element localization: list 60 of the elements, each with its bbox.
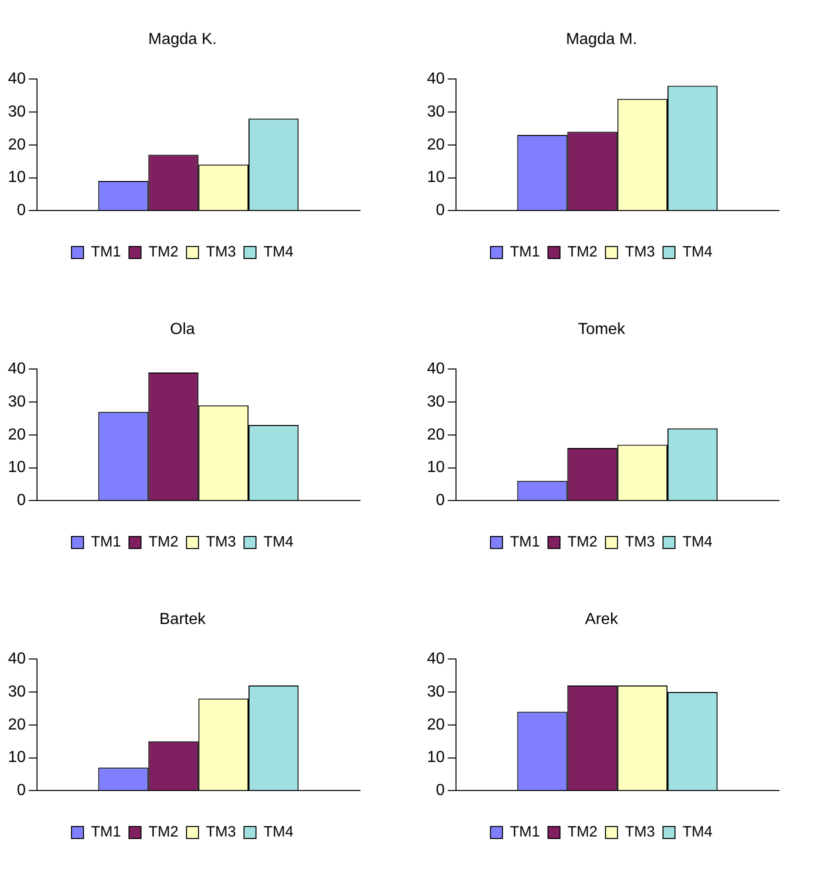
legend-label: TM4 <box>264 824 294 841</box>
y-tick-label: 40 <box>427 650 445 668</box>
y-tick-label: 40 <box>427 360 445 378</box>
chart-title: Tomek <box>578 321 626 338</box>
chart-title: Arek <box>585 611 619 628</box>
legend-label: TM1 <box>510 824 540 841</box>
legend-label: TM1 <box>91 534 121 551</box>
y-tick-label: 10 <box>8 459 26 476</box>
y-tick-label: 40 <box>8 650 26 668</box>
y-tick-label: 10 <box>427 459 445 476</box>
legend-label: TM4 <box>682 244 712 261</box>
legend-label: TM2 <box>148 534 178 551</box>
legend-label: TM2 <box>568 244 598 261</box>
chart-title: Magda M. <box>566 31 638 48</box>
chart-title: Magda K. <box>148 31 217 48</box>
legend-label: TM1 <box>510 244 540 261</box>
y-tick-label: 10 <box>427 749 445 766</box>
y-tick-label: 30 <box>427 393 445 410</box>
legend-label: TM2 <box>568 824 598 841</box>
y-tick-label: 0 <box>16 492 26 510</box>
y-tick-label: 10 <box>427 169 445 186</box>
y-tick-label: 0 <box>436 202 445 220</box>
chart-title: Bartek <box>159 611 207 628</box>
legend-label: TM2 <box>568 534 598 551</box>
y-tick-label: 40 <box>8 360 26 378</box>
legend-label: TM1 <box>91 824 121 841</box>
legend-label: TM3 <box>206 534 236 551</box>
y-tick-label: 10 <box>8 749 26 766</box>
y-tick-label: 0 <box>436 492 445 510</box>
legend-label: TM3 <box>625 824 655 841</box>
y-tick-label: 30 <box>8 103 26 120</box>
legend-label: TM1 <box>510 534 540 551</box>
y-tick-label: 30 <box>8 683 26 700</box>
y-tick-label: 20 <box>8 716 26 734</box>
y-tick-label: 40 <box>8 70 26 88</box>
legend-label: TM3 <box>625 534 655 551</box>
legend-label: TM4 <box>264 534 294 551</box>
legend-label: TM3 <box>625 244 655 261</box>
y-tick-label: 0 <box>436 782 445 800</box>
legend-label: TM3 <box>206 824 236 841</box>
legend-label: TM2 <box>148 244 178 261</box>
y-tick-label: 0 <box>16 202 26 220</box>
y-tick-label: 30 <box>427 103 445 120</box>
y-tick-label: 40 <box>427 70 445 88</box>
legend-label: TM4 <box>264 244 294 261</box>
legend-label: TM3 <box>206 244 236 261</box>
y-tick-label: 20 <box>8 136 26 154</box>
chart-title: Ola <box>170 321 196 338</box>
y-tick-label: 20 <box>427 716 445 734</box>
y-tick-label: 30 <box>8 393 26 410</box>
y-tick-label: 20 <box>427 426 445 444</box>
y-tick-label: 10 <box>8 169 26 186</box>
y-tick-label: 20 <box>8 426 26 444</box>
y-tick-label: 20 <box>427 136 445 154</box>
legend-label: TM1 <box>91 244 121 261</box>
y-tick-label: 30 <box>427 683 445 700</box>
y-tick-label: 0 <box>16 782 26 800</box>
legend-label: TM2 <box>148 824 178 841</box>
legend-label: TM4 <box>682 534 712 551</box>
legend-label: TM4 <box>682 824 712 841</box>
